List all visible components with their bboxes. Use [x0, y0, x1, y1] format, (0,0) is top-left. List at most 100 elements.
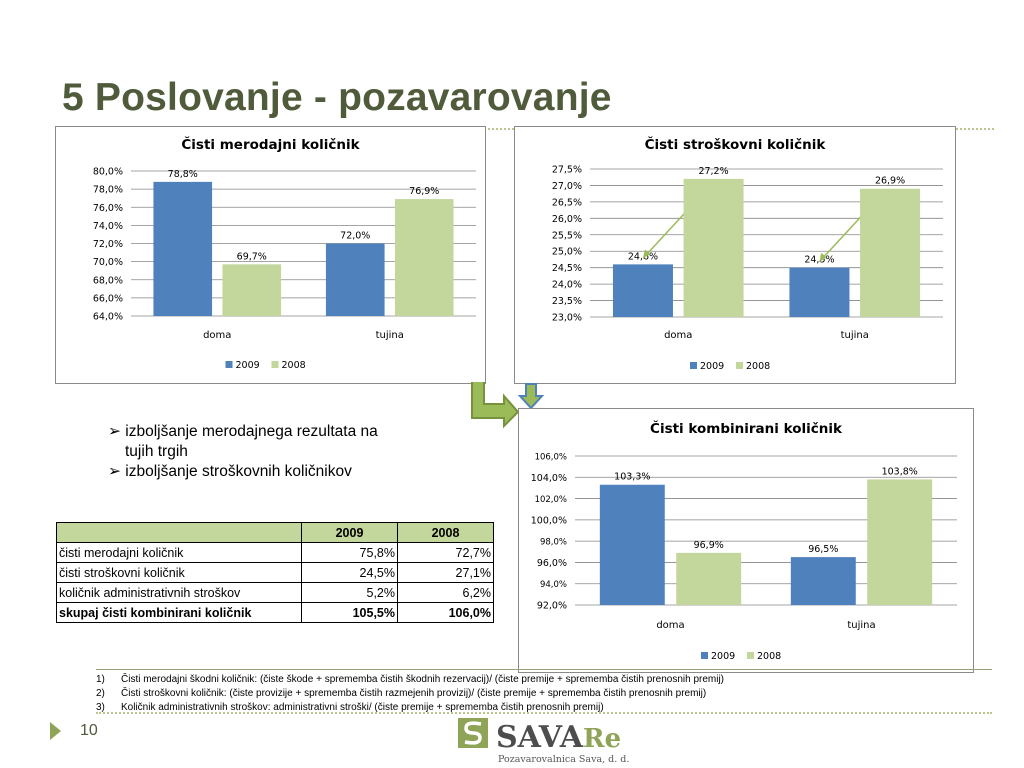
triangle-bullet-icon	[50, 722, 61, 740]
y-tick-label: 92,0%	[537, 601, 567, 612]
y-tick-label: 94,0%	[540, 580, 567, 590]
data-label: 78,8%	[168, 169, 198, 180]
table-header-cell: 2008	[397, 522, 494, 543]
table-cell: 6,2%	[397, 582, 494, 603]
footnote-item: 3) Količnik administrativnih stroškov: ad…	[96, 702, 604, 713]
table-header-cell: 2009	[301, 522, 398, 543]
y-tick-label: 27,5%	[552, 165, 582, 176]
trend-arrowhead-icon	[642, 249, 650, 259]
trend-arrow-line	[642, 205, 692, 259]
y-tick-label: 80,0%	[93, 167, 123, 178]
table-row-total: skupaj čisti kombinirani količnik 105,5%…	[56, 602, 494, 623]
chart-title: Čisti stroškovni količnik	[645, 135, 827, 153]
bar-2009-tujina	[325, 243, 385, 316]
chart-title: Čisti merodajni količnik	[181, 135, 360, 153]
legend-swatch	[701, 652, 708, 659]
legend-label: 2008	[757, 651, 781, 662]
bar-2009-doma	[612, 264, 673, 317]
legend-label: 2008	[746, 361, 770, 372]
data-label: 27,2%	[698, 166, 728, 177]
x-category-label: tujina	[376, 330, 404, 341]
table-cell: 72,7%	[397, 542, 494, 563]
legend-label: 2009	[711, 651, 735, 662]
chart-kombinirani: Čisti kombinirani količnik 92,0% 94,0% 96,0…	[518, 408, 974, 673]
bullet-item: ➢ izboljšanje stroškovnih količnikov	[108, 463, 352, 480]
company-logo: SAVARe Pozavarovalnica Sava, d. d.	[458, 716, 629, 765]
footnote-item: 2) Čisti stroškovni količnik: (čiste prov…	[96, 688, 707, 699]
legend-label: 2009	[700, 361, 724, 372]
bar-2008-tujina	[394, 199, 454, 316]
data-label: 26,9%	[875, 176, 905, 187]
footnote-divider	[96, 669, 992, 670]
bar-2008-doma	[222, 264, 282, 316]
bullet-item: ➢ izboljšanje merodajnega rezultata na	[108, 423, 378, 440]
legend-label: 2009	[236, 360, 260, 371]
y-tick-label: 104,0%	[531, 473, 567, 484]
y-tick-label: 98,0%	[540, 538, 567, 548]
data-label: 103,8%	[882, 466, 918, 477]
trend-arrow-line	[818, 209, 869, 263]
y-tick-label: 23,0%	[552, 313, 582, 324]
y-tick-label: 24,5%	[552, 263, 582, 274]
y-tick-label: 72,0%	[93, 239, 123, 250]
bullet-list: ➢ izboljšanje merodajnega rezultata na t…	[108, 422, 378, 482]
data-label: 76,9%	[409, 186, 439, 197]
table-cell: 24,5%	[301, 562, 398, 583]
y-tick-label: 26,5%	[552, 197, 582, 208]
table-cell: čisti merodajni količnik	[56, 542, 302, 563]
bar-2008-doma	[676, 552, 742, 605]
table-row: količnik administrativnih stroškov 5,2% …	[56, 582, 494, 603]
bar-2009-tujina	[790, 557, 856, 605]
legend-swatch	[225, 361, 233, 368]
y-tick-label: 100,0%	[531, 515, 567, 526]
legend-swatch	[690, 362, 697, 369]
y-tick-label: 74,0%	[93, 221, 123, 232]
y-tick-label: 106,0%	[535, 453, 567, 463]
bar-2009-tujina	[789, 267, 850, 317]
chart-stroskovni-svg: Čisti stroškovni količnik 23,0% 23,5% 24,0%…	[552, 135, 943, 372]
page-number: 10	[80, 722, 98, 739]
slide-title: 5 Poslovanje - pozavarovanje	[62, 76, 612, 119]
x-category-label: doma	[664, 330, 692, 341]
legend-swatch	[736, 362, 743, 369]
logo-s-glyph	[464, 721, 482, 745]
logo-brand-text: SAVARe	[496, 720, 621, 755]
chart-stroskovni: Čisti stroškovni količnik 23,0% 23,5% 24,0%…	[514, 126, 956, 384]
table-row: čisti stroškovni količnik 24,5% 27,1%	[56, 562, 494, 583]
chart-merodajni: Čisti merodajni količnik 64,0% 66,0% 68,0% 7…	[55, 126, 486, 384]
sava-logo-mark: SAVARe	[458, 718, 621, 755]
y-tick-label: 25,5%	[552, 230, 582, 241]
y-tick-label: 25,0%	[552, 247, 582, 258]
table-cell: 27,1%	[397, 562, 494, 583]
data-label: 72,0%	[340, 231, 370, 242]
y-tick-label: 68,0%	[93, 275, 123, 286]
bar-2008-tujina	[867, 479, 933, 605]
table-cell: 105,5%	[301, 602, 398, 623]
table-cell: skupaj čisti kombinirani količnik	[56, 602, 302, 623]
data-label: 96,5%	[808, 544, 838, 555]
legend-swatch	[271, 361, 279, 368]
y-tick-label: 66,0%	[93, 293, 123, 304]
bar-2008-tujina	[860, 188, 921, 317]
bottom-divider	[96, 712, 992, 714]
y-tick-label: 70,0%	[93, 257, 123, 268]
y-tick-label: 24,0%	[552, 280, 582, 291]
y-tick-label: 26,0%	[552, 214, 582, 225]
down-arrow-shape	[517, 383, 545, 410]
bar-2009-doma	[599, 484, 665, 605]
bar-2008-doma	[683, 178, 744, 317]
y-tick-label: 76,0%	[93, 203, 123, 214]
connector-arrows	[471, 382, 545, 429]
table-cell: 106,0%	[397, 602, 494, 623]
y-tick-label: 23,5%	[552, 296, 582, 307]
footnote-item: 1) Čisti merodajni škodni količnik: (čist…	[96, 674, 724, 685]
x-category-label: tujina	[841, 330, 869, 341]
data-label: 103,3%	[614, 472, 650, 483]
y-tick-label: 27,0%	[552, 181, 582, 192]
chart-title: Čisti kombinirani količnik	[650, 419, 843, 437]
bar-2009-doma	[153, 181, 213, 316]
ratio-table: 2009 2008 čisti merodajni količnik 75,8%…	[56, 522, 494, 623]
data-label: 96,9%	[694, 540, 724, 551]
chart-merodajni-svg: Čisti merodajni količnik 64,0% 66,0% 68,0% 7…	[93, 135, 476, 371]
table-cell: količnik administrativnih stroškov	[56, 582, 302, 603]
